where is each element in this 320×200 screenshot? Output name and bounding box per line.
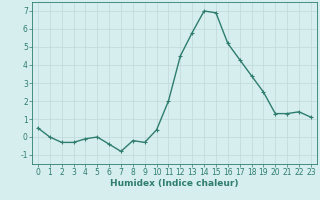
X-axis label: Humidex (Indice chaleur): Humidex (Indice chaleur) — [110, 179, 239, 188]
